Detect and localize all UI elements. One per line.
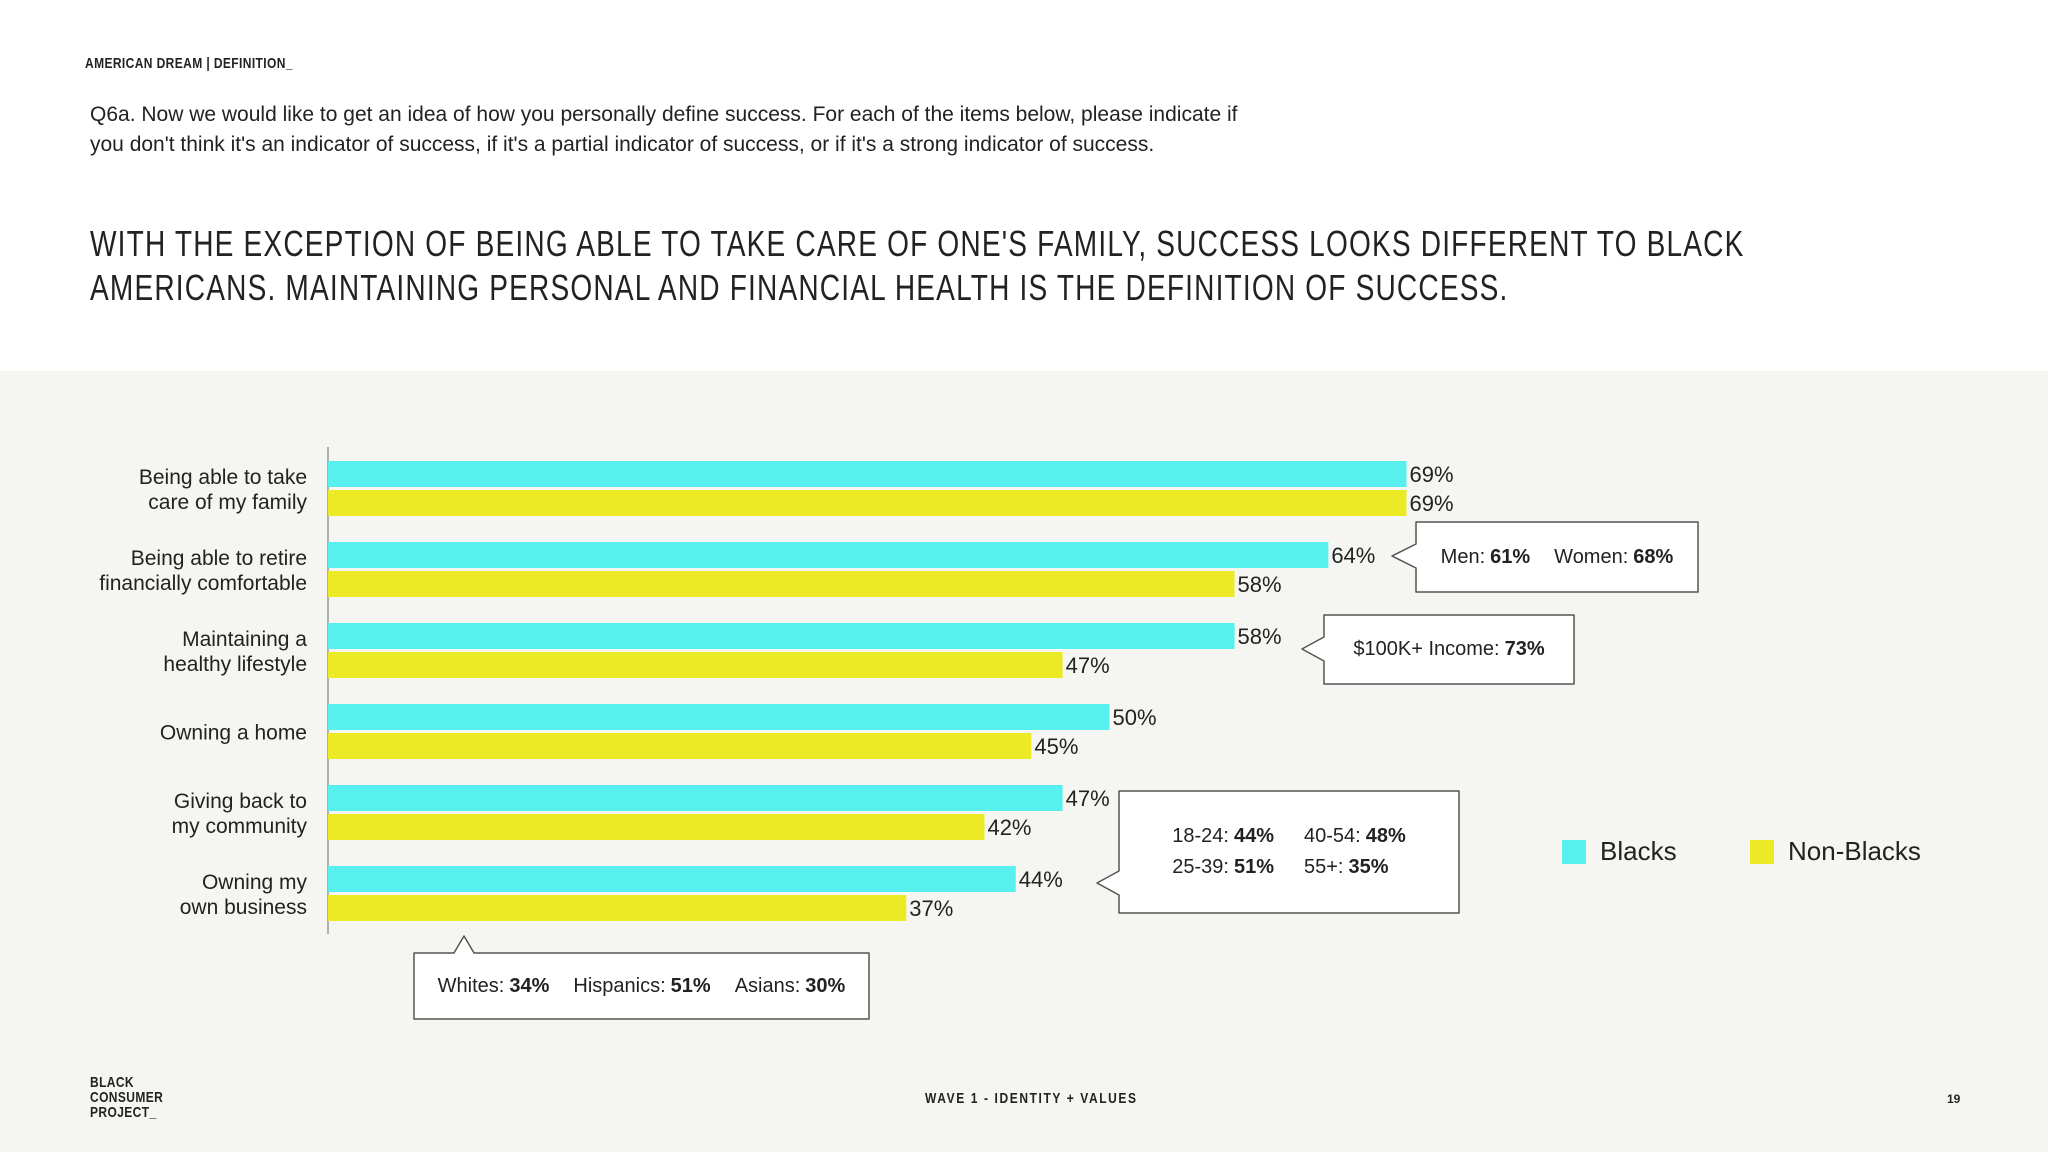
callout-item: Men: 61% xyxy=(1441,546,1531,569)
bar xyxy=(328,652,1063,678)
callout-value: 73% xyxy=(1504,638,1545,660)
bar xyxy=(328,623,1235,649)
value-label: 45% xyxy=(1034,734,1078,759)
callout-item: 18-24: 44% xyxy=(1172,825,1274,848)
category-label: Being able to retire financially comfort… xyxy=(99,546,307,595)
category-label: Owning a home xyxy=(159,721,307,744)
question-text: Q6a. Now we would like to get an idea of… xyxy=(90,103,1238,156)
bar xyxy=(328,814,985,840)
bar xyxy=(328,895,907,921)
logo: BLACK CONSUMER PROJECT_ xyxy=(90,1074,164,1121)
footer-text: WAVE 1 - IDENTITY + VALUES xyxy=(925,1090,1138,1107)
callout-item: Women: 68% xyxy=(1554,546,1673,569)
callout-item: Hispanics: 51% xyxy=(573,975,710,998)
callout-text: $100K+ Income: 73% xyxy=(1324,615,1574,684)
bar xyxy=(328,542,1329,568)
headline: WITH THE EXCEPTION OF BEING ABLE TO TAKE… xyxy=(90,223,1745,308)
bar xyxy=(328,571,1235,597)
callout-value: 35% xyxy=(1348,856,1389,878)
callout-label: $100K+ Income: xyxy=(1353,638,1500,660)
bar xyxy=(328,866,1016,892)
callout-value: 34% xyxy=(509,974,550,997)
callout-item: 55+: 35% xyxy=(1304,856,1406,879)
value-label: 37% xyxy=(909,896,953,921)
callout-label: Hispanics: xyxy=(573,974,666,997)
callout-value: 48% xyxy=(1365,825,1406,847)
value-label: 69% xyxy=(1409,491,1453,516)
category-label: Maintaining a healthy lifestyle xyxy=(163,627,307,676)
callout-value: 44% xyxy=(1233,825,1274,847)
callout-label: Men: xyxy=(1440,545,1486,568)
callout-item: Whites: 34% xyxy=(438,975,550,998)
callout-item: Asians: 30% xyxy=(735,975,846,998)
value-label: 47% xyxy=(1066,786,1110,811)
callout-box xyxy=(1096,790,1460,914)
callout-label: 18-24: xyxy=(1172,825,1229,847)
callout-item: 25-39: 51% xyxy=(1172,856,1274,879)
callout-label: Whites: xyxy=(437,974,505,997)
callout-label: Women: xyxy=(1554,545,1629,568)
bar xyxy=(328,785,1063,811)
category-label: Being able to take care of my family xyxy=(138,465,307,514)
value-label: 58% xyxy=(1238,572,1282,597)
bar xyxy=(328,704,1110,730)
value-label: 47% xyxy=(1066,653,1110,678)
bar xyxy=(328,733,1032,759)
value-label: 44% xyxy=(1019,867,1063,892)
bar xyxy=(328,461,1407,487)
callout-box xyxy=(1391,521,1699,593)
callout-text: Men: 61% Women: 68% xyxy=(1416,522,1698,592)
callout-text: Whites: 34% Hispanics: 51% Asians: 30% xyxy=(414,953,869,1019)
legend-swatch xyxy=(1562,840,1586,864)
callout-label: 55+: xyxy=(1304,856,1344,878)
callout-value: 51% xyxy=(1233,856,1274,878)
callout-value: 51% xyxy=(670,974,711,997)
callout-item: $100K+ Income: 73% xyxy=(1353,638,1544,661)
callout-value: 61% xyxy=(1490,545,1531,568)
value-label: 64% xyxy=(1331,543,1375,568)
value-label: 50% xyxy=(1113,705,1157,730)
page-number: 19 xyxy=(1947,1092,1961,1106)
bar xyxy=(328,490,1407,516)
callout-value: 68% xyxy=(1633,545,1674,568)
callout-item: 40-54: 48% xyxy=(1304,825,1406,848)
category-label: Owning my own business xyxy=(179,870,307,919)
legend-label: Non-Blacks xyxy=(1788,836,1921,866)
callout-text: 18-24: 44% 40-54: 48% 25-39: 51% 55+: 35% xyxy=(1119,791,1459,913)
callout-label: Asians: xyxy=(734,974,801,997)
section-title: AMERICAN DREAM | DEFINITION_ xyxy=(85,55,293,72)
category-label: Giving back to my community xyxy=(171,789,307,838)
callout-value: 30% xyxy=(805,974,846,997)
value-label: 69% xyxy=(1409,462,1453,487)
value-label: 58% xyxy=(1238,624,1282,649)
legend-label: Blacks xyxy=(1600,836,1677,866)
callout-label: 40-54: xyxy=(1304,825,1361,847)
callout-label: 25-39: xyxy=(1172,856,1229,878)
callout-box xyxy=(1301,614,1575,685)
callout-box xyxy=(413,935,870,1020)
legend-swatch xyxy=(1750,840,1774,864)
value-label: 42% xyxy=(987,815,1031,840)
